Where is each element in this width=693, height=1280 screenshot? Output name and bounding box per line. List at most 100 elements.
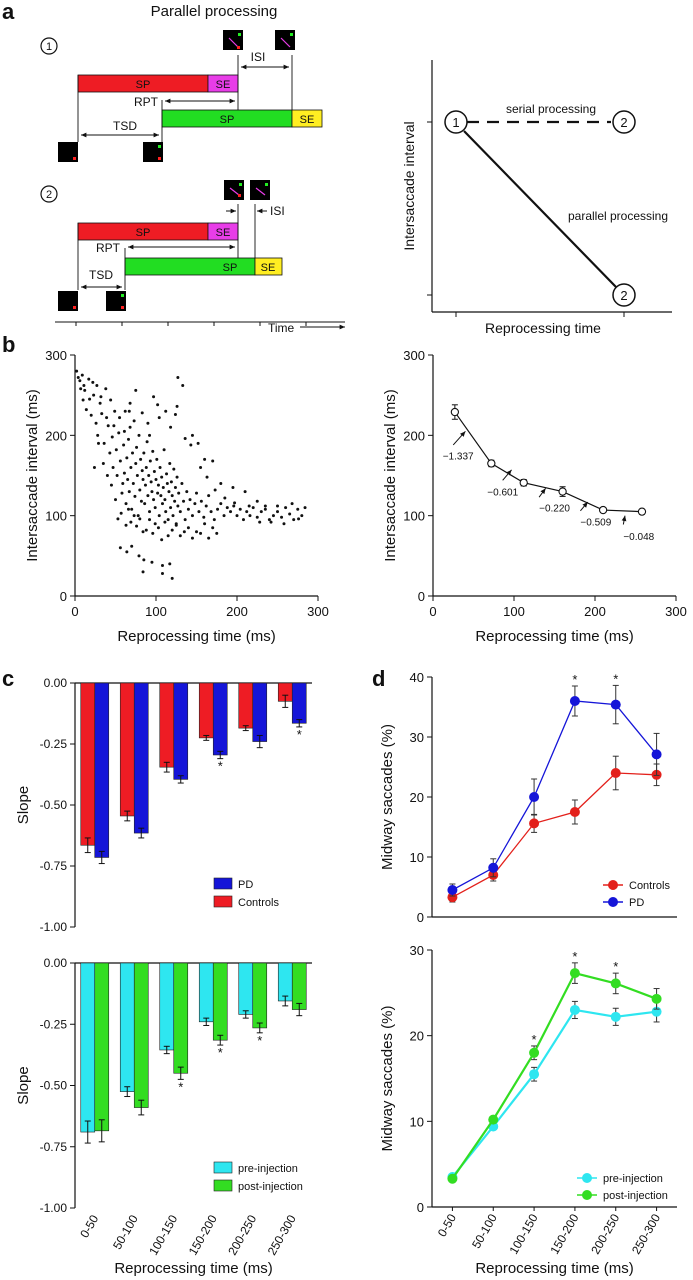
data-point <box>153 506 157 510</box>
data-point <box>190 514 194 518</box>
data-point <box>182 499 186 503</box>
data-point <box>115 474 119 477</box>
panel-a-schematic: 1 2 2 serial processing parallel process… <box>401 60 672 336</box>
data-point <box>165 472 169 476</box>
data-point <box>123 409 127 413</box>
data-point <box>84 408 88 412</box>
significance-star: * <box>572 672 577 687</box>
legend-label: post-injection <box>238 1181 303 1193</box>
bar <box>238 962 254 1015</box>
data-point <box>267 518 271 522</box>
data-point <box>174 523 178 527</box>
bar <box>238 682 254 729</box>
data-point <box>216 507 220 511</box>
data-point <box>150 490 154 494</box>
x-tick-label: 200-250 <box>588 1211 622 1256</box>
data-point <box>143 483 147 487</box>
data-point <box>292 518 296 522</box>
data-point <box>128 401 132 405</box>
y-tick-label: 0.00 <box>44 956 68 970</box>
schematic-point-2-serial-label: 2 <box>620 115 627 130</box>
data-point <box>180 482 184 486</box>
data-point <box>156 403 160 407</box>
x-tick-label: 0 <box>71 604 78 619</box>
data-point <box>140 469 144 473</box>
data-point <box>199 499 203 503</box>
data-point <box>178 534 182 538</box>
data-point <box>162 448 166 452</box>
data-point <box>96 433 100 437</box>
screen-thumbnail <box>58 291 78 311</box>
panel-letter-a: a <box>2 0 15 24</box>
x-tick-label: 200 <box>584 604 606 619</box>
bar-chart-slope-pd-controls: 0.00 -0.25 -0.50 -0.75 -1.00 Slope * * PD Control… <box>15 676 312 934</box>
screen-thumbnail <box>224 180 244 200</box>
x-tick-label: 250-300 <box>265 1212 299 1257</box>
bar <box>252 962 268 1029</box>
data-point <box>150 560 154 564</box>
legend-label: pre-injection <box>238 1163 298 1175</box>
data-point <box>160 572 164 576</box>
data-point <box>178 510 182 514</box>
x-tick-label: 300 <box>665 604 687 619</box>
y-tick-label: 10 <box>410 1114 424 1129</box>
panel-letter-c: c <box>2 666 14 691</box>
condition-1-circle <box>40 37 58 55</box>
data-point <box>111 465 115 469</box>
data-point <box>248 514 252 518</box>
data-point <box>148 433 152 437</box>
panel-letter-d: d <box>372 666 385 691</box>
se-label-2-magenta: SE <box>216 227 231 239</box>
data-point <box>152 469 156 473</box>
data-point <box>190 433 194 437</box>
slope-arrow <box>580 501 589 512</box>
data-point <box>135 474 139 477</box>
data-point <box>75 369 79 373</box>
legend-swatch <box>213 895 233 908</box>
data-point <box>141 530 145 534</box>
data-point <box>116 517 120 521</box>
data-point <box>156 526 160 530</box>
data-point <box>102 441 106 445</box>
data-point <box>109 398 113 402</box>
data-point <box>182 530 186 534</box>
bar <box>212 962 228 1041</box>
data-point <box>142 558 146 562</box>
data-point <box>122 429 126 433</box>
bar <box>173 682 189 780</box>
data-point <box>145 440 149 444</box>
data-point <box>148 459 152 463</box>
data-point <box>167 490 171 494</box>
bar <box>133 682 149 834</box>
data-point <box>197 510 201 514</box>
data-point <box>80 373 84 377</box>
legend-label: PD <box>238 879 253 891</box>
line-chart-midway-injection: 0 10 20 30 Midway saccades (%) * * * pre-injecti… <box>379 943 677 1277</box>
bar <box>119 682 135 817</box>
x-tick-label: 0 <box>429 604 436 619</box>
data-point <box>160 538 164 542</box>
schematic-x-label: Reprocessing time <box>485 320 601 336</box>
data-point <box>569 696 580 706</box>
data-point <box>82 384 86 388</box>
bar <box>198 682 214 739</box>
data-point <box>235 514 239 518</box>
data-point <box>118 546 122 550</box>
data-point <box>156 491 160 495</box>
y-tick-label: 0 <box>417 910 424 925</box>
data-point <box>219 482 223 486</box>
data-point <box>204 504 208 508</box>
data-point <box>169 480 173 484</box>
data-point <box>105 416 109 420</box>
se-bar-1-yellow <box>291 109 323 128</box>
data-point <box>81 398 85 402</box>
legend-label: Controls <box>629 880 670 892</box>
data-point <box>195 491 198 495</box>
significance-star: * <box>613 959 618 974</box>
scatter-chart-intersaccade: 0 100 200 300 0 100 200 300 Reprocessing time (m… <box>24 348 329 645</box>
data-point <box>251 506 255 510</box>
data-point <box>146 421 150 425</box>
bar <box>119 962 135 1092</box>
tsd-label-2: TSD <box>89 268 113 282</box>
data-point <box>181 384 185 388</box>
